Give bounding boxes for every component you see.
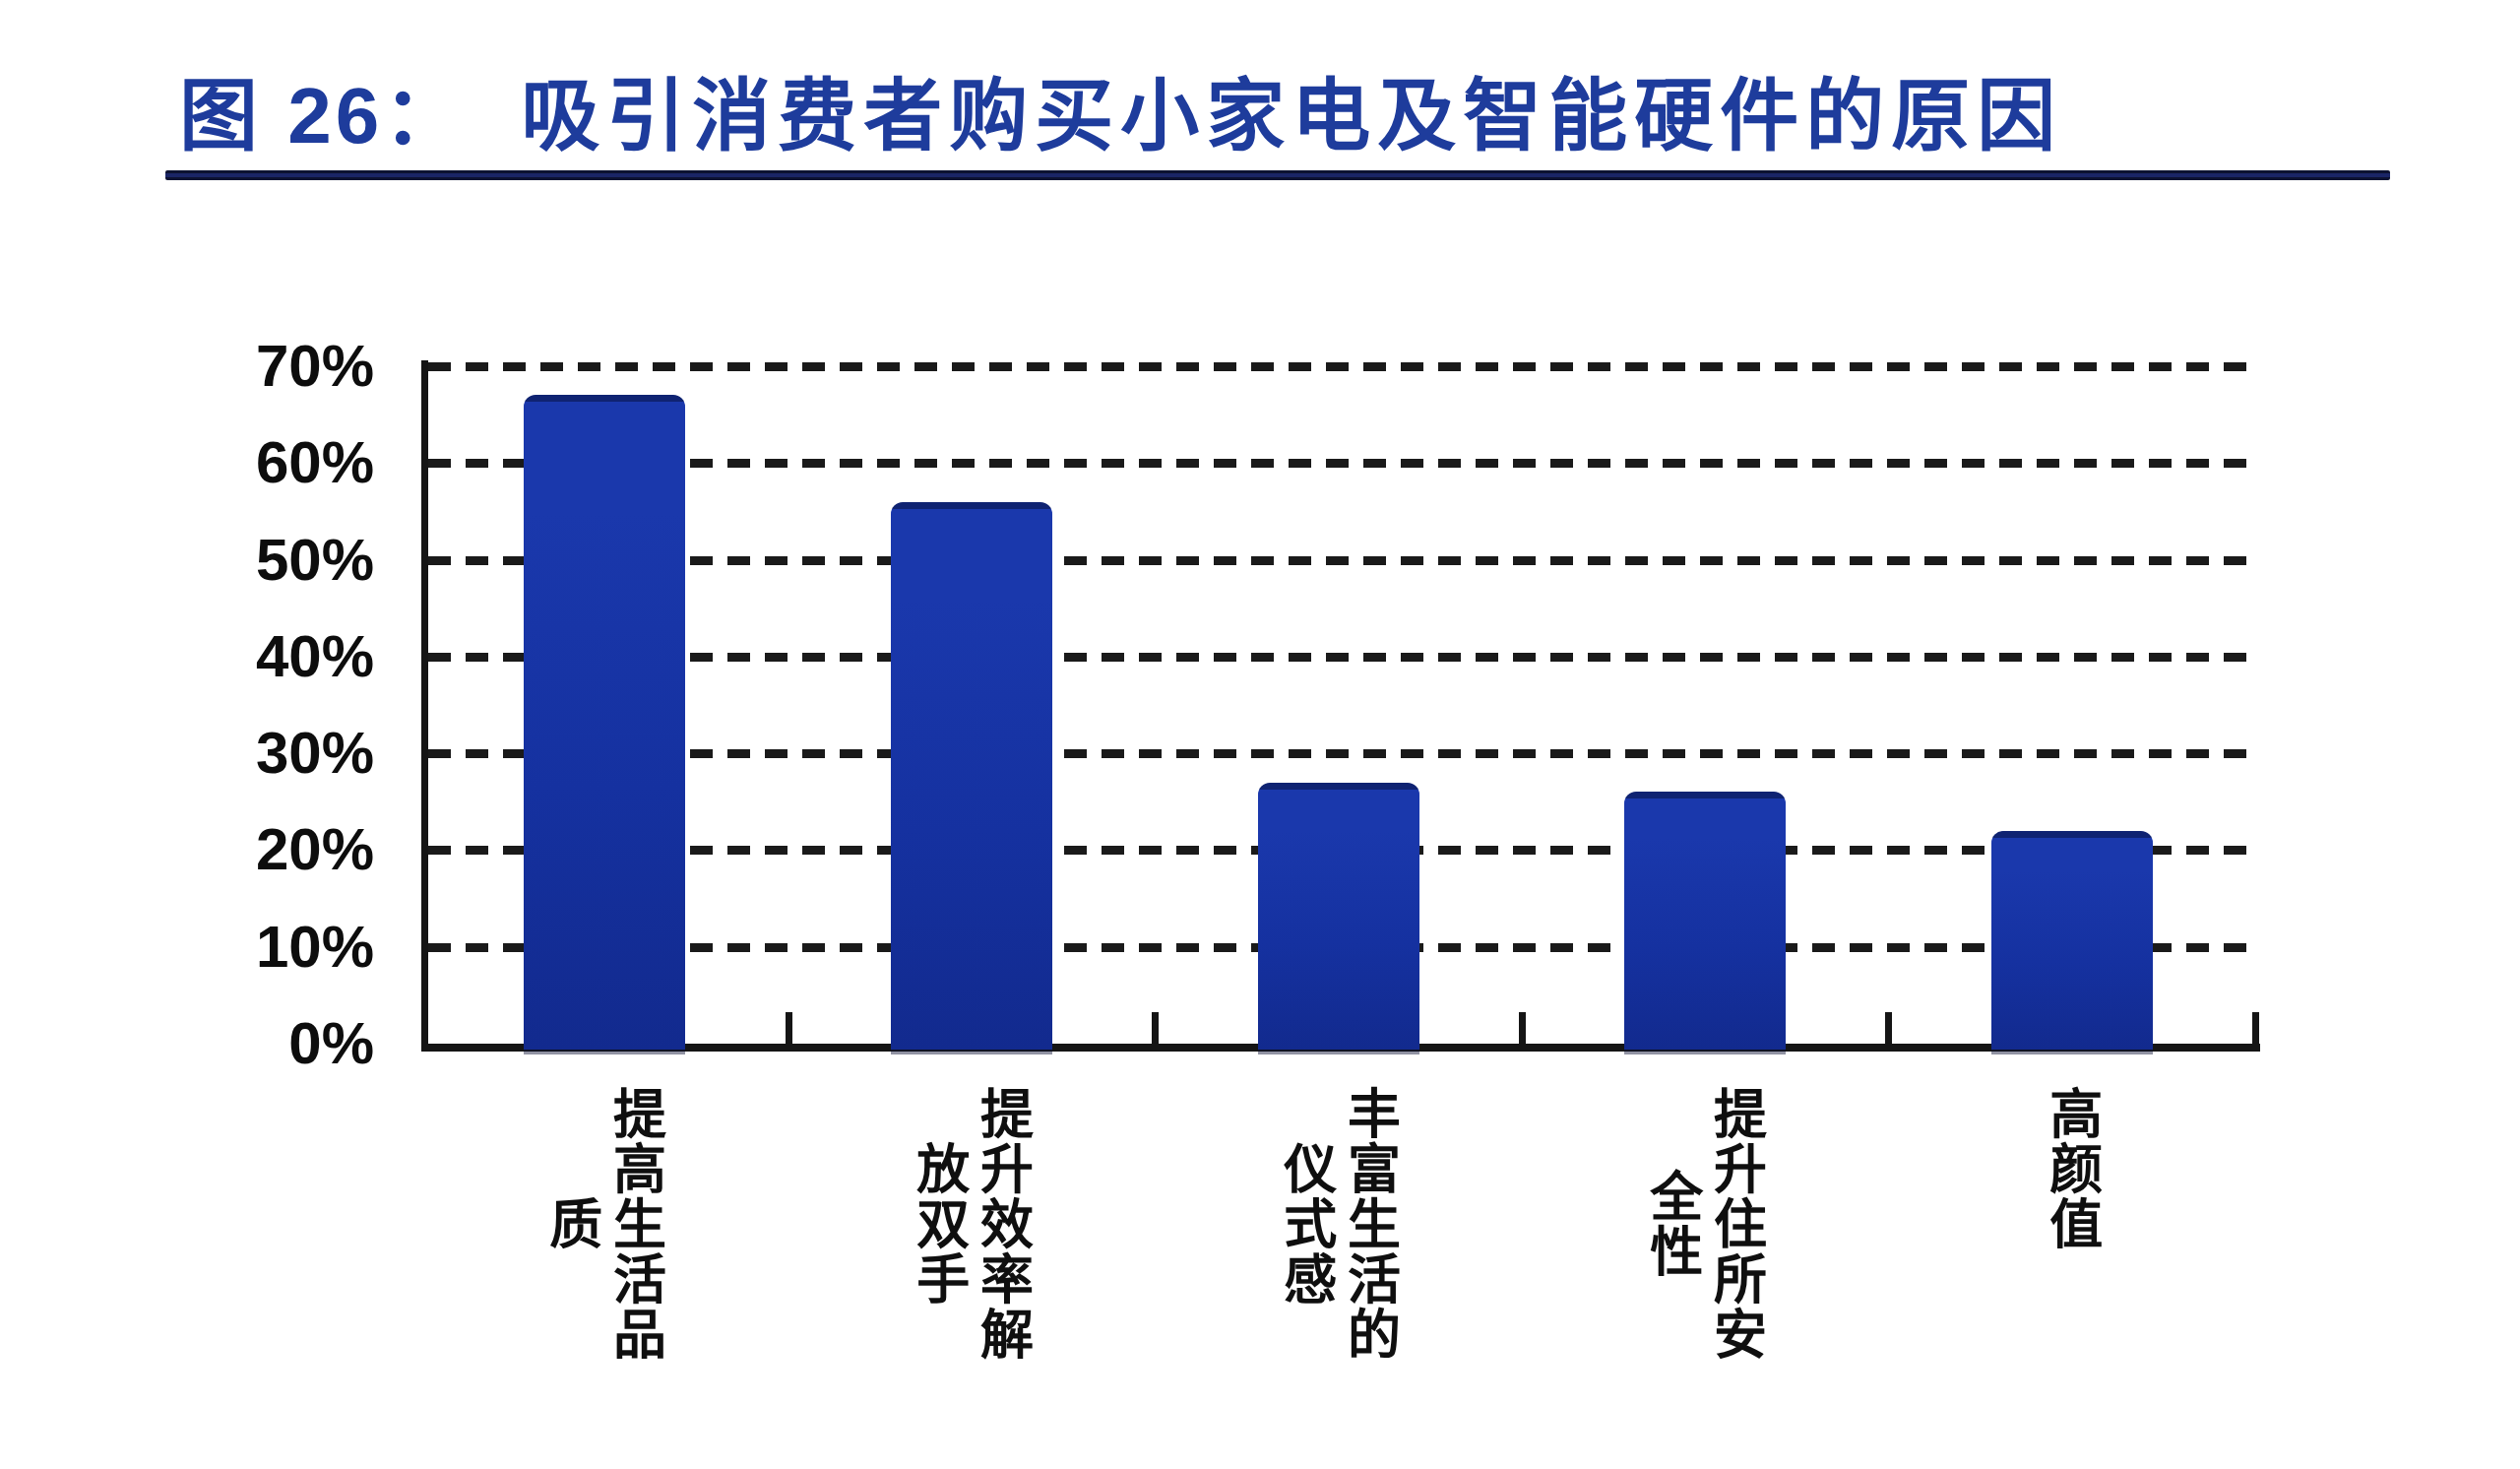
bar-提升效率解放双手 [891, 502, 1052, 1050]
x-tick [1885, 1012, 1892, 1044]
figure-page: 图 26：吸引消费者购买小家电及智能硬件的原因 70%60%50%40%30%2… [0, 0, 2520, 1469]
y-tick-label: 10% [148, 916, 374, 979]
x-tick [1152, 1012, 1159, 1044]
gridline-40 [428, 653, 2252, 662]
y-axis-line [421, 360, 428, 1052]
x-tick [786, 1012, 792, 1044]
x-category-label: 提高生活品质 [539, 1086, 667, 1362]
x-tick [2252, 1012, 2259, 1044]
x-tick [1519, 1012, 1526, 1044]
x-category-label: 提升效率解放双手 [907, 1086, 1035, 1362]
x-category-label: 丰富生活的仪式感 [1274, 1086, 1402, 1362]
gridline-70 [428, 362, 2252, 371]
gridline-50 [428, 556, 2252, 565]
x-category-label: 提升住所安全性 [1640, 1086, 1768, 1362]
y-tick-label: 60% [148, 431, 374, 494]
y-tick-label: 70% [148, 335, 374, 398]
y-tick-label: 20% [148, 818, 374, 881]
y-tick-label: 50% [148, 529, 374, 592]
bar-提高生活品质 [524, 395, 685, 1050]
bar-高颜值 [1991, 831, 2153, 1050]
bar-chart: 70% 60% 50% 40% 30% 20% 10% 0% 提高生活品质 提升效率解放双手 丰富… [0, 0, 2520, 1469]
y-tick-label: 30% [148, 722, 374, 785]
x-category-label: 高颜值 [2040, 1086, 2104, 1251]
y-tick-label: 0% [148, 1012, 374, 1075]
gridline-60 [428, 459, 2252, 468]
bar-提升住所安全性 [1624, 792, 1786, 1050]
bar-丰富生活的仪式感 [1258, 783, 1419, 1050]
y-tick-label: 40% [148, 625, 374, 688]
gridline-30 [428, 749, 2252, 758]
